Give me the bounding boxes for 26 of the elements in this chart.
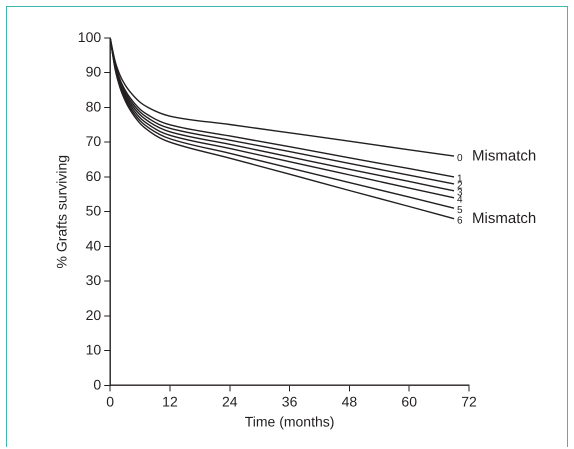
x-tick-label: 24 (222, 394, 238, 410)
y-tick-label: 10 (86, 342, 102, 358)
x-axis-title: Time (months) (244, 413, 334, 430)
y-tick-label: 40 (86, 237, 102, 254)
y-tick-label: 100 (78, 28, 102, 45)
y-tick-label: 90 (86, 64, 102, 80)
y-tick-label: 50 (86, 202, 102, 219)
x-tick-label: 72 (461, 394, 477, 410)
y-tick-label: 80 (86, 98, 102, 114)
series-label: 4 (457, 194, 464, 206)
y-tick-label: 0 (93, 376, 102, 392)
y-tick-label: 60 (86, 168, 102, 184)
series-label: 0 (457, 152, 464, 164)
x-tick-label: 36 (282, 394, 298, 410)
series-label: 6 (457, 215, 464, 226)
x-tick-label: 12 (162, 394, 178, 410)
y-tick-label: 30 (86, 272, 102, 288)
annotation: Mismatch (472, 147, 536, 164)
x-tick-label: 48 (342, 394, 358, 410)
annotation: Mismatch (472, 210, 536, 227)
x-tick-label: 0 (106, 394, 114, 410)
series-label: 5 (457, 204, 464, 216)
x-tick-label: 60 (401, 394, 418, 410)
y-tick-label: 70 (86, 133, 102, 150)
y-axis-title: % Grafts surviving (53, 154, 70, 268)
y-tick-label: 20 (86, 306, 102, 323)
